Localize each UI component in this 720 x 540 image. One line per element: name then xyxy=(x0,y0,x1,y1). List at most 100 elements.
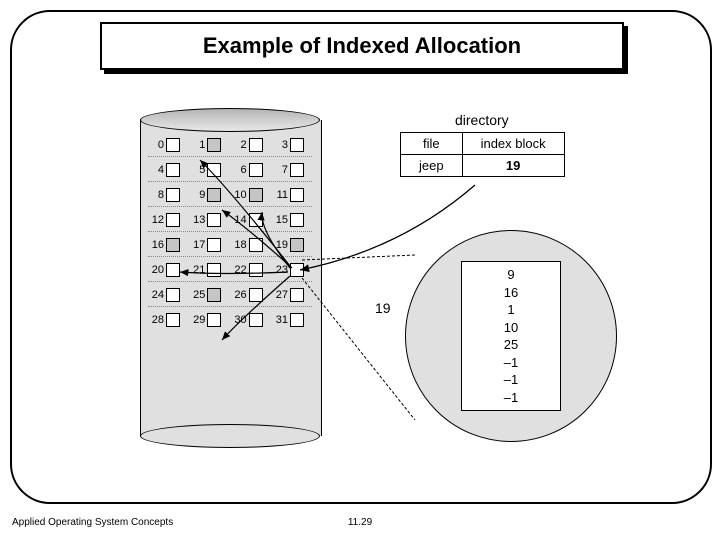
dir-header-file: file xyxy=(401,133,463,155)
block-box xyxy=(290,313,304,327)
block-number: 7 xyxy=(272,164,288,176)
index-entry: 1 xyxy=(462,302,560,317)
disk-block: 0 xyxy=(148,138,188,152)
index-entry: 9 xyxy=(462,267,560,282)
disk-block: 19 xyxy=(272,238,312,252)
disk-block: 30 xyxy=(231,313,271,327)
block-box xyxy=(249,188,263,202)
block-box xyxy=(166,163,180,177)
block-box xyxy=(207,238,221,252)
block-box xyxy=(290,163,304,177)
block-box xyxy=(207,138,221,152)
block-box xyxy=(166,288,180,302)
block-number: 12 xyxy=(148,214,164,226)
block-box xyxy=(290,188,304,202)
block-box xyxy=(249,313,263,327)
block-number: 2 xyxy=(231,139,247,151)
block-box xyxy=(207,313,221,327)
disk-block: 21 xyxy=(189,263,229,277)
block-box xyxy=(166,188,180,202)
dir-filename: jeep xyxy=(401,155,463,177)
disk-block: 4 xyxy=(148,163,188,177)
block-box xyxy=(166,213,180,227)
block-number: 17 xyxy=(189,239,205,251)
block-box xyxy=(290,263,304,277)
slide-title: Example of Indexed Allocation xyxy=(100,22,624,70)
index-entry: 10 xyxy=(462,320,560,335)
block-number: 22 xyxy=(231,264,247,276)
index-entry: –1 xyxy=(462,372,560,387)
block-number: 3 xyxy=(272,139,288,151)
disk-block: 16 xyxy=(148,238,188,252)
block-number: 26 xyxy=(231,289,247,301)
block-number: 19 xyxy=(272,239,288,251)
block-box xyxy=(207,188,221,202)
index-entry: –1 xyxy=(462,390,560,405)
index-block-contents: 91611025–1–1–1 xyxy=(461,261,561,411)
disk-block: 15 xyxy=(272,213,312,227)
block-box xyxy=(290,238,304,252)
disk-row: 0 1 2 3 xyxy=(148,138,312,157)
disk-grid: 0123456789101112131415161718192021222324… xyxy=(148,138,312,337)
disk-row: 24252627 xyxy=(148,288,312,307)
index-block-circle: 91611025–1–1–1 xyxy=(405,230,617,442)
block-number: 29 xyxy=(189,314,205,326)
disk-block: 23 xyxy=(272,263,312,277)
block-number: 18 xyxy=(231,239,247,251)
disk-block: 22 xyxy=(231,263,271,277)
disk-block: 9 xyxy=(189,188,229,202)
block-number: 13 xyxy=(189,214,205,226)
block-box xyxy=(290,138,304,152)
block-number: 14 xyxy=(231,214,247,226)
disk-block: 11 xyxy=(272,188,312,202)
block-box xyxy=(207,288,221,302)
disk-row: 8 910 11 xyxy=(148,188,312,207)
block-box xyxy=(166,238,180,252)
disk-block: 2 xyxy=(231,138,271,152)
disk-row: 28293031 xyxy=(148,313,312,331)
disk-block: 3 xyxy=(272,138,312,152)
disk-block: 6 xyxy=(231,163,271,177)
block-number: 10 xyxy=(231,189,247,201)
disk-block: 14 xyxy=(231,213,271,227)
disk-block: 20 xyxy=(148,263,188,277)
block-box xyxy=(249,288,263,302)
disk-row: 1617 18 19 xyxy=(148,238,312,257)
footer-center: 11.29 xyxy=(348,517,372,528)
disk-block: 26 xyxy=(231,288,271,302)
disk-block: 25 xyxy=(189,288,229,302)
block-number: 8 xyxy=(148,189,164,201)
index-entry: 25 xyxy=(462,337,560,352)
block-number: 25 xyxy=(189,289,205,301)
block-box xyxy=(290,213,304,227)
block-number: 20 xyxy=(148,264,164,276)
block-box xyxy=(249,138,263,152)
block-number: 27 xyxy=(272,289,288,301)
disk-block: 31 xyxy=(272,313,312,327)
disk-block: 10 xyxy=(231,188,271,202)
block-box xyxy=(249,213,263,227)
disk-top xyxy=(140,108,320,132)
block-box xyxy=(207,163,221,177)
dir-header-index: index block xyxy=(462,133,564,155)
disk-cylinder: 0123456789101112131415161718192021222324… xyxy=(140,108,320,448)
slide-border xyxy=(10,10,712,504)
disk-row: 12 13 14 15 xyxy=(148,213,312,232)
block-number: 5 xyxy=(189,164,205,176)
dir-indexblock: 19 xyxy=(462,155,564,177)
block-box xyxy=(166,313,180,327)
block-number: 1 xyxy=(189,139,205,151)
block-number: 4 xyxy=(148,164,164,176)
block-number: 31 xyxy=(272,314,288,326)
disk-block: 18 xyxy=(231,238,271,252)
block-number: 21 xyxy=(189,264,205,276)
block-number: 0 xyxy=(148,139,164,151)
block-box xyxy=(290,288,304,302)
disk-block: 7 xyxy=(272,163,312,177)
directory-table: file index block jeep 19 xyxy=(400,132,565,177)
block-box xyxy=(249,163,263,177)
disk-bottom xyxy=(140,424,320,448)
block-box xyxy=(249,238,263,252)
disk-row: 20 21 22 23 xyxy=(148,263,312,282)
index-block-label: 19 xyxy=(375,300,391,316)
